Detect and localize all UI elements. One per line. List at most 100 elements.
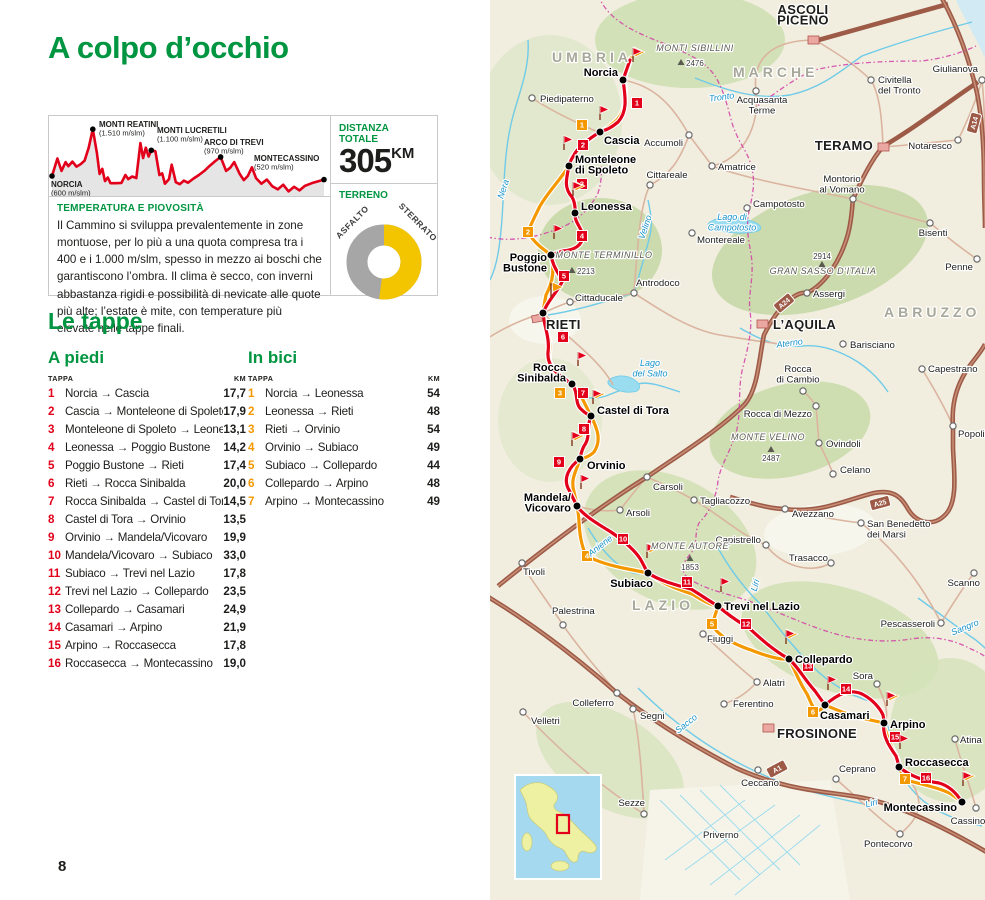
map-town-dot — [812, 402, 820, 410]
map-city-label: FROSINONE — [777, 726, 857, 741]
bike-stage-marker — [899, 773, 911, 785]
stage-row: 12 Trevi nel Lazio → Collepardo 23,5 — [48, 585, 246, 603]
map-town-label: Acquasanta Terme — [737, 95, 788, 117]
map-town-label: Piedipaterno — [540, 94, 594, 105]
svg-text:11: 11 — [683, 578, 691, 587]
map-town-label: Bisenti — [919, 228, 948, 239]
map-highway-shield: A1 — [765, 759, 789, 779]
map-town-dot — [630, 289, 638, 297]
svg-text:A1: A1 — [772, 765, 783, 775]
stage-number: 7 — [48, 495, 55, 508]
map-stage-dot — [570, 208, 580, 218]
map-town-dot — [754, 766, 762, 774]
map-town-label: Notaresco — [908, 141, 952, 152]
stage-km: 49 — [427, 495, 440, 508]
map-town-label: Barisciano — [850, 340, 895, 351]
elevation-profile-svg: NORCIA(600 m/slm) MONTI REATINI(1.510 m/s… — [49, 120, 327, 198]
map-stage-label: Arpino — [890, 719, 926, 731]
distance-label: DISTANZA TOTALE — [339, 123, 389, 145]
stage-number: 13 — [48, 603, 61, 616]
walk-table-title: A piedi — [48, 348, 105, 367]
map-town-label: Capestrano — [928, 364, 978, 375]
stage-tables: A piedi TAPPA KM 1 Norcia → Cascia 17,7 2 Ca… — [48, 348, 440, 675]
stage-row: 6 Rieti → Rocca Sinibalda 20,0 — [48, 477, 246, 495]
walk-stage-marker — [553, 456, 565, 468]
map-town-dot — [857, 519, 865, 527]
profile-annotation-elev: (600 m/slm) — [51, 189, 91, 197]
profile-point — [321, 176, 327, 183]
map-peak-icon — [767, 446, 775, 452]
stage-number: 2 — [48, 405, 55, 418]
svg-text:4: 4 — [585, 552, 590, 561]
map-town-dot — [528, 94, 536, 102]
map-town-label: Penne — [945, 262, 973, 273]
distance-section: DISTANZA TOTALE 305KM — [331, 116, 437, 184]
stage-number: 4 — [248, 441, 255, 454]
stage-km: 13,1 — [223, 423, 246, 436]
map-stage-label: Norcia — [584, 67, 619, 79]
stage-route: Rocca Sinibalda → Castel di Tora — [65, 495, 224, 508]
route-flag-icon — [632, 46, 646, 62]
map-highway-shield: A14 — [966, 111, 982, 135]
map-town-label: Carsoli — [653, 482, 683, 493]
stage-number: 15 — [48, 639, 61, 652]
route-flag-icon — [577, 350, 588, 366]
walk-stage-marker — [840, 683, 852, 695]
stage-km: 48 — [427, 405, 440, 418]
route-map: ASCOLI PICENO TERAMO L’AQUILA FROSINONE Pied… — [478, 0, 985, 900]
map-town-dot — [699, 630, 707, 638]
route-flag-icon — [592, 388, 606, 404]
map-town-label: Accumoli — [644, 138, 683, 149]
route-flag-icon — [563, 134, 574, 150]
map-town-label: Tagliacozzo — [700, 496, 750, 507]
map-stage-dot — [595, 127, 605, 137]
route-flag-icon — [599, 104, 610, 120]
svg-text:2: 2 — [581, 141, 585, 150]
map-city-label: TERAMO — [815, 138, 873, 153]
svg-text:15: 15 — [891, 733, 899, 742]
map-stage-dot — [957, 797, 967, 807]
map-town-dot — [873, 680, 881, 688]
bike-stage-marker — [522, 226, 534, 238]
stage-km: 44 — [427, 459, 440, 472]
map-peak-elevation: 2487 — [762, 454, 780, 463]
map-town-label: Ovindoli — [826, 439, 861, 450]
map-town-dot — [743, 204, 751, 212]
map-town-dot — [949, 422, 957, 430]
map-stage-dot — [618, 75, 628, 85]
stage-row: 4 Leonessa → Poggio Bustone 14,2 — [48, 441, 246, 459]
map-city-area — [762, 723, 775, 733]
map-town-dot — [954, 136, 962, 144]
stage-number: 10 — [48, 549, 61, 562]
map-town-dot — [803, 289, 811, 297]
stage-km: 17,8 — [223, 567, 246, 580]
map-town-dot — [867, 76, 875, 84]
map-town-label: Campotosto — [753, 199, 805, 210]
map-town-dot — [762, 541, 770, 549]
stage-row: 9 Orvinio → Mandela/Vicovaro 19,9 — [48, 531, 246, 549]
map-town-dot — [799, 387, 807, 395]
stage-km: 24,9 — [223, 603, 246, 616]
bike-stage-marker — [706, 618, 718, 630]
map-town-dot — [896, 830, 904, 838]
stage-row: 1 Norcia → Leonessa 54 — [248, 387, 440, 405]
map-town-label: Avezzano — [792, 509, 834, 520]
stage-km: 54 — [427, 387, 440, 400]
map-stage-dot — [567, 379, 577, 389]
svg-text:7: 7 — [581, 389, 585, 398]
map-town-dot — [973, 255, 981, 263]
route-flag-icon — [899, 733, 910, 749]
map-town-label: Cittareale — [646, 170, 687, 181]
map-river-label: Tronto — [708, 90, 734, 103]
map-town-label: Tivoli — [523, 567, 545, 578]
map-city-area — [807, 35, 820, 45]
profile-point — [148, 147, 155, 154]
map-peak-label: MONTI SIBILLINI — [656, 43, 734, 53]
map-town-label: Celano — [840, 465, 870, 476]
route-flag-icon — [580, 473, 591, 489]
map-town-label: Amatrice — [718, 162, 756, 173]
map-region-label: ABRUZZO — [884, 304, 980, 320]
climate-text: Il Cammino si sviluppa prevalentemente i… — [57, 219, 322, 335]
stage-row: 16 Roccasecca → Montecassino 19,0 — [48, 657, 246, 675]
svg-text:A25: A25 — [873, 499, 887, 509]
